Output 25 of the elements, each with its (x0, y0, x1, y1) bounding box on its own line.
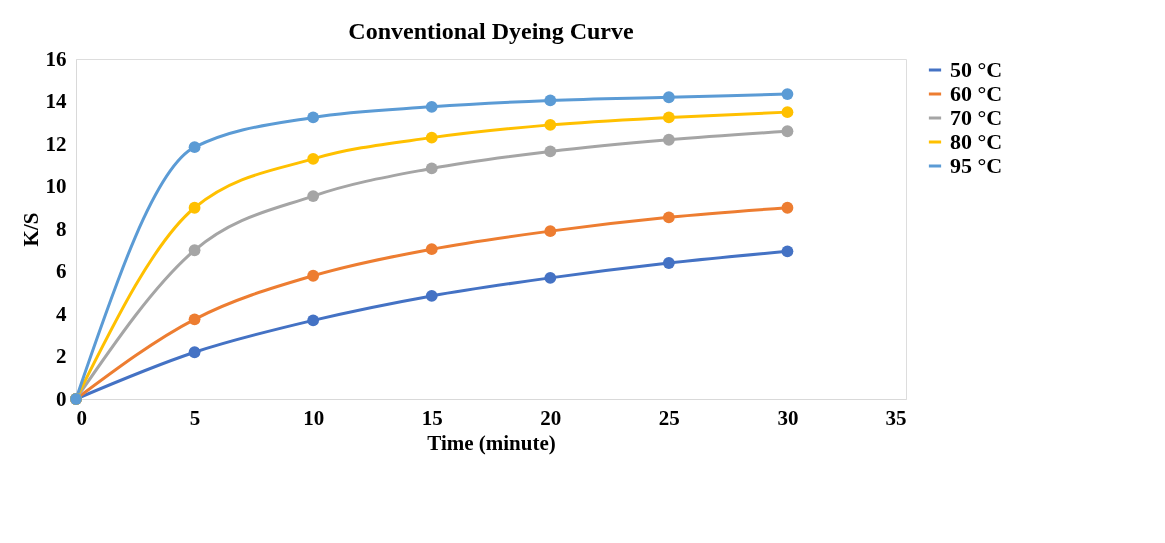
x-tick-label: 35 (885, 405, 907, 430)
x-tick-label: 30 (777, 405, 799, 430)
x-tick-label: 15 (421, 405, 443, 430)
x-axis-title: Time (minute) (427, 430, 556, 455)
x-tick-label: 5 (189, 405, 201, 430)
x-tick-label: 20 (540, 405, 562, 430)
y-axis-title: K/S (18, 212, 43, 247)
y-tick-label: 10 (45, 174, 67, 198)
x-tick-label: 25 (658, 405, 680, 430)
legend-label: 95 °C (950, 153, 1003, 178)
y-tick-label: 14 (45, 89, 67, 113)
y-tick-label: 12 (45, 131, 67, 156)
legend-label: 80 °C (950, 129, 1003, 154)
legend-label: 70 °C (950, 105, 1003, 130)
chart-title: Conventional Dyeing Curve (348, 18, 635, 44)
legend-label: 50 °C (950, 57, 1003, 82)
y-tick-label: 8 (56, 216, 67, 241)
y-tick-label: 2 (56, 344, 67, 368)
legend-label: 60 °C (950, 81, 1003, 106)
x-tick-label: 0 (76, 405, 87, 430)
y-tick-label: 4 (56, 301, 67, 326)
y-tick-label: 16 (45, 46, 67, 71)
y-tick-label: 0 (56, 386, 67, 411)
x-tick-label: 10 (303, 405, 325, 430)
y-tick-label: 6 (56, 259, 67, 283)
